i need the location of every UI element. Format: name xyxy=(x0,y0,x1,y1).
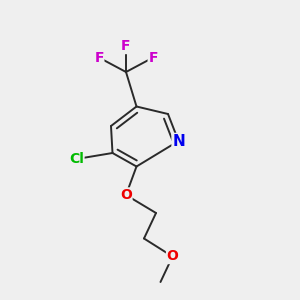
Text: F: F xyxy=(148,51,158,64)
Text: F: F xyxy=(94,51,104,64)
Text: O: O xyxy=(167,250,178,263)
Text: Cl: Cl xyxy=(69,152,84,166)
Text: N: N xyxy=(172,134,185,148)
Text: O: O xyxy=(120,188,132,202)
Text: F: F xyxy=(121,40,131,53)
